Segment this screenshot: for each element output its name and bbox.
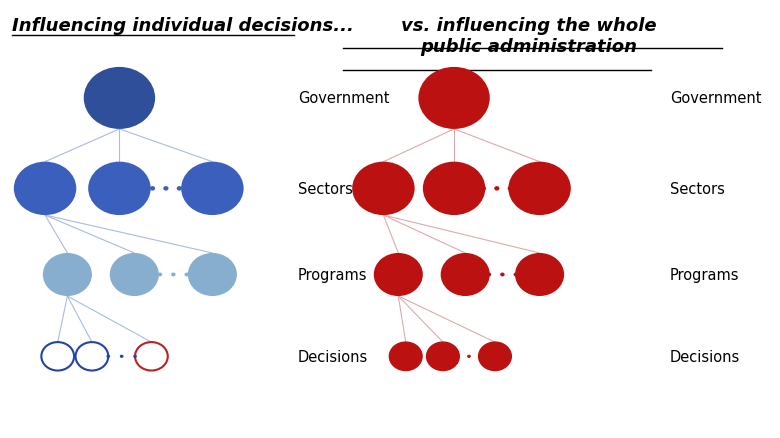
Ellipse shape bbox=[171, 273, 176, 277]
Text: Decisions: Decisions bbox=[298, 349, 368, 364]
Ellipse shape bbox=[508, 187, 512, 191]
Text: Programs: Programs bbox=[670, 267, 739, 283]
Ellipse shape bbox=[188, 253, 237, 297]
Ellipse shape bbox=[513, 273, 518, 277]
Ellipse shape bbox=[418, 68, 490, 130]
Ellipse shape bbox=[76, 343, 108, 371]
Ellipse shape bbox=[41, 343, 74, 371]
Ellipse shape bbox=[441, 253, 490, 297]
Text: Decisions: Decisions bbox=[670, 349, 740, 364]
Ellipse shape bbox=[495, 187, 499, 191]
Ellipse shape bbox=[389, 343, 422, 371]
Text: Sectors: Sectors bbox=[298, 181, 353, 196]
Text: Government: Government bbox=[670, 91, 761, 106]
Ellipse shape bbox=[423, 162, 485, 215]
Text: Programs: Programs bbox=[298, 267, 367, 283]
Ellipse shape bbox=[454, 355, 457, 358]
Ellipse shape bbox=[467, 355, 471, 358]
Ellipse shape bbox=[185, 273, 189, 277]
Ellipse shape bbox=[427, 343, 459, 371]
Ellipse shape bbox=[133, 355, 137, 358]
Ellipse shape bbox=[120, 355, 123, 358]
Ellipse shape bbox=[374, 253, 423, 297]
Text: Sectors: Sectors bbox=[670, 181, 725, 196]
Ellipse shape bbox=[479, 343, 512, 371]
Text: Influencing individual decisions...: Influencing individual decisions... bbox=[12, 17, 353, 35]
Ellipse shape bbox=[106, 355, 110, 358]
Ellipse shape bbox=[177, 187, 182, 191]
Ellipse shape bbox=[480, 187, 486, 191]
Ellipse shape bbox=[158, 273, 162, 277]
Ellipse shape bbox=[110, 253, 159, 297]
Ellipse shape bbox=[88, 162, 151, 215]
Ellipse shape bbox=[135, 343, 168, 371]
Ellipse shape bbox=[163, 187, 168, 191]
Ellipse shape bbox=[150, 187, 155, 191]
Ellipse shape bbox=[14, 162, 76, 215]
Ellipse shape bbox=[509, 162, 571, 215]
Ellipse shape bbox=[43, 253, 92, 297]
Ellipse shape bbox=[353, 162, 415, 215]
Ellipse shape bbox=[500, 273, 505, 277]
Text: vs. influencing the whole
public administration: vs. influencing the whole public adminis… bbox=[401, 17, 656, 56]
Ellipse shape bbox=[487, 273, 491, 277]
Ellipse shape bbox=[515, 253, 564, 297]
Ellipse shape bbox=[83, 68, 155, 130]
Ellipse shape bbox=[181, 162, 243, 215]
Text: Government: Government bbox=[298, 91, 389, 106]
Ellipse shape bbox=[480, 355, 484, 358]
